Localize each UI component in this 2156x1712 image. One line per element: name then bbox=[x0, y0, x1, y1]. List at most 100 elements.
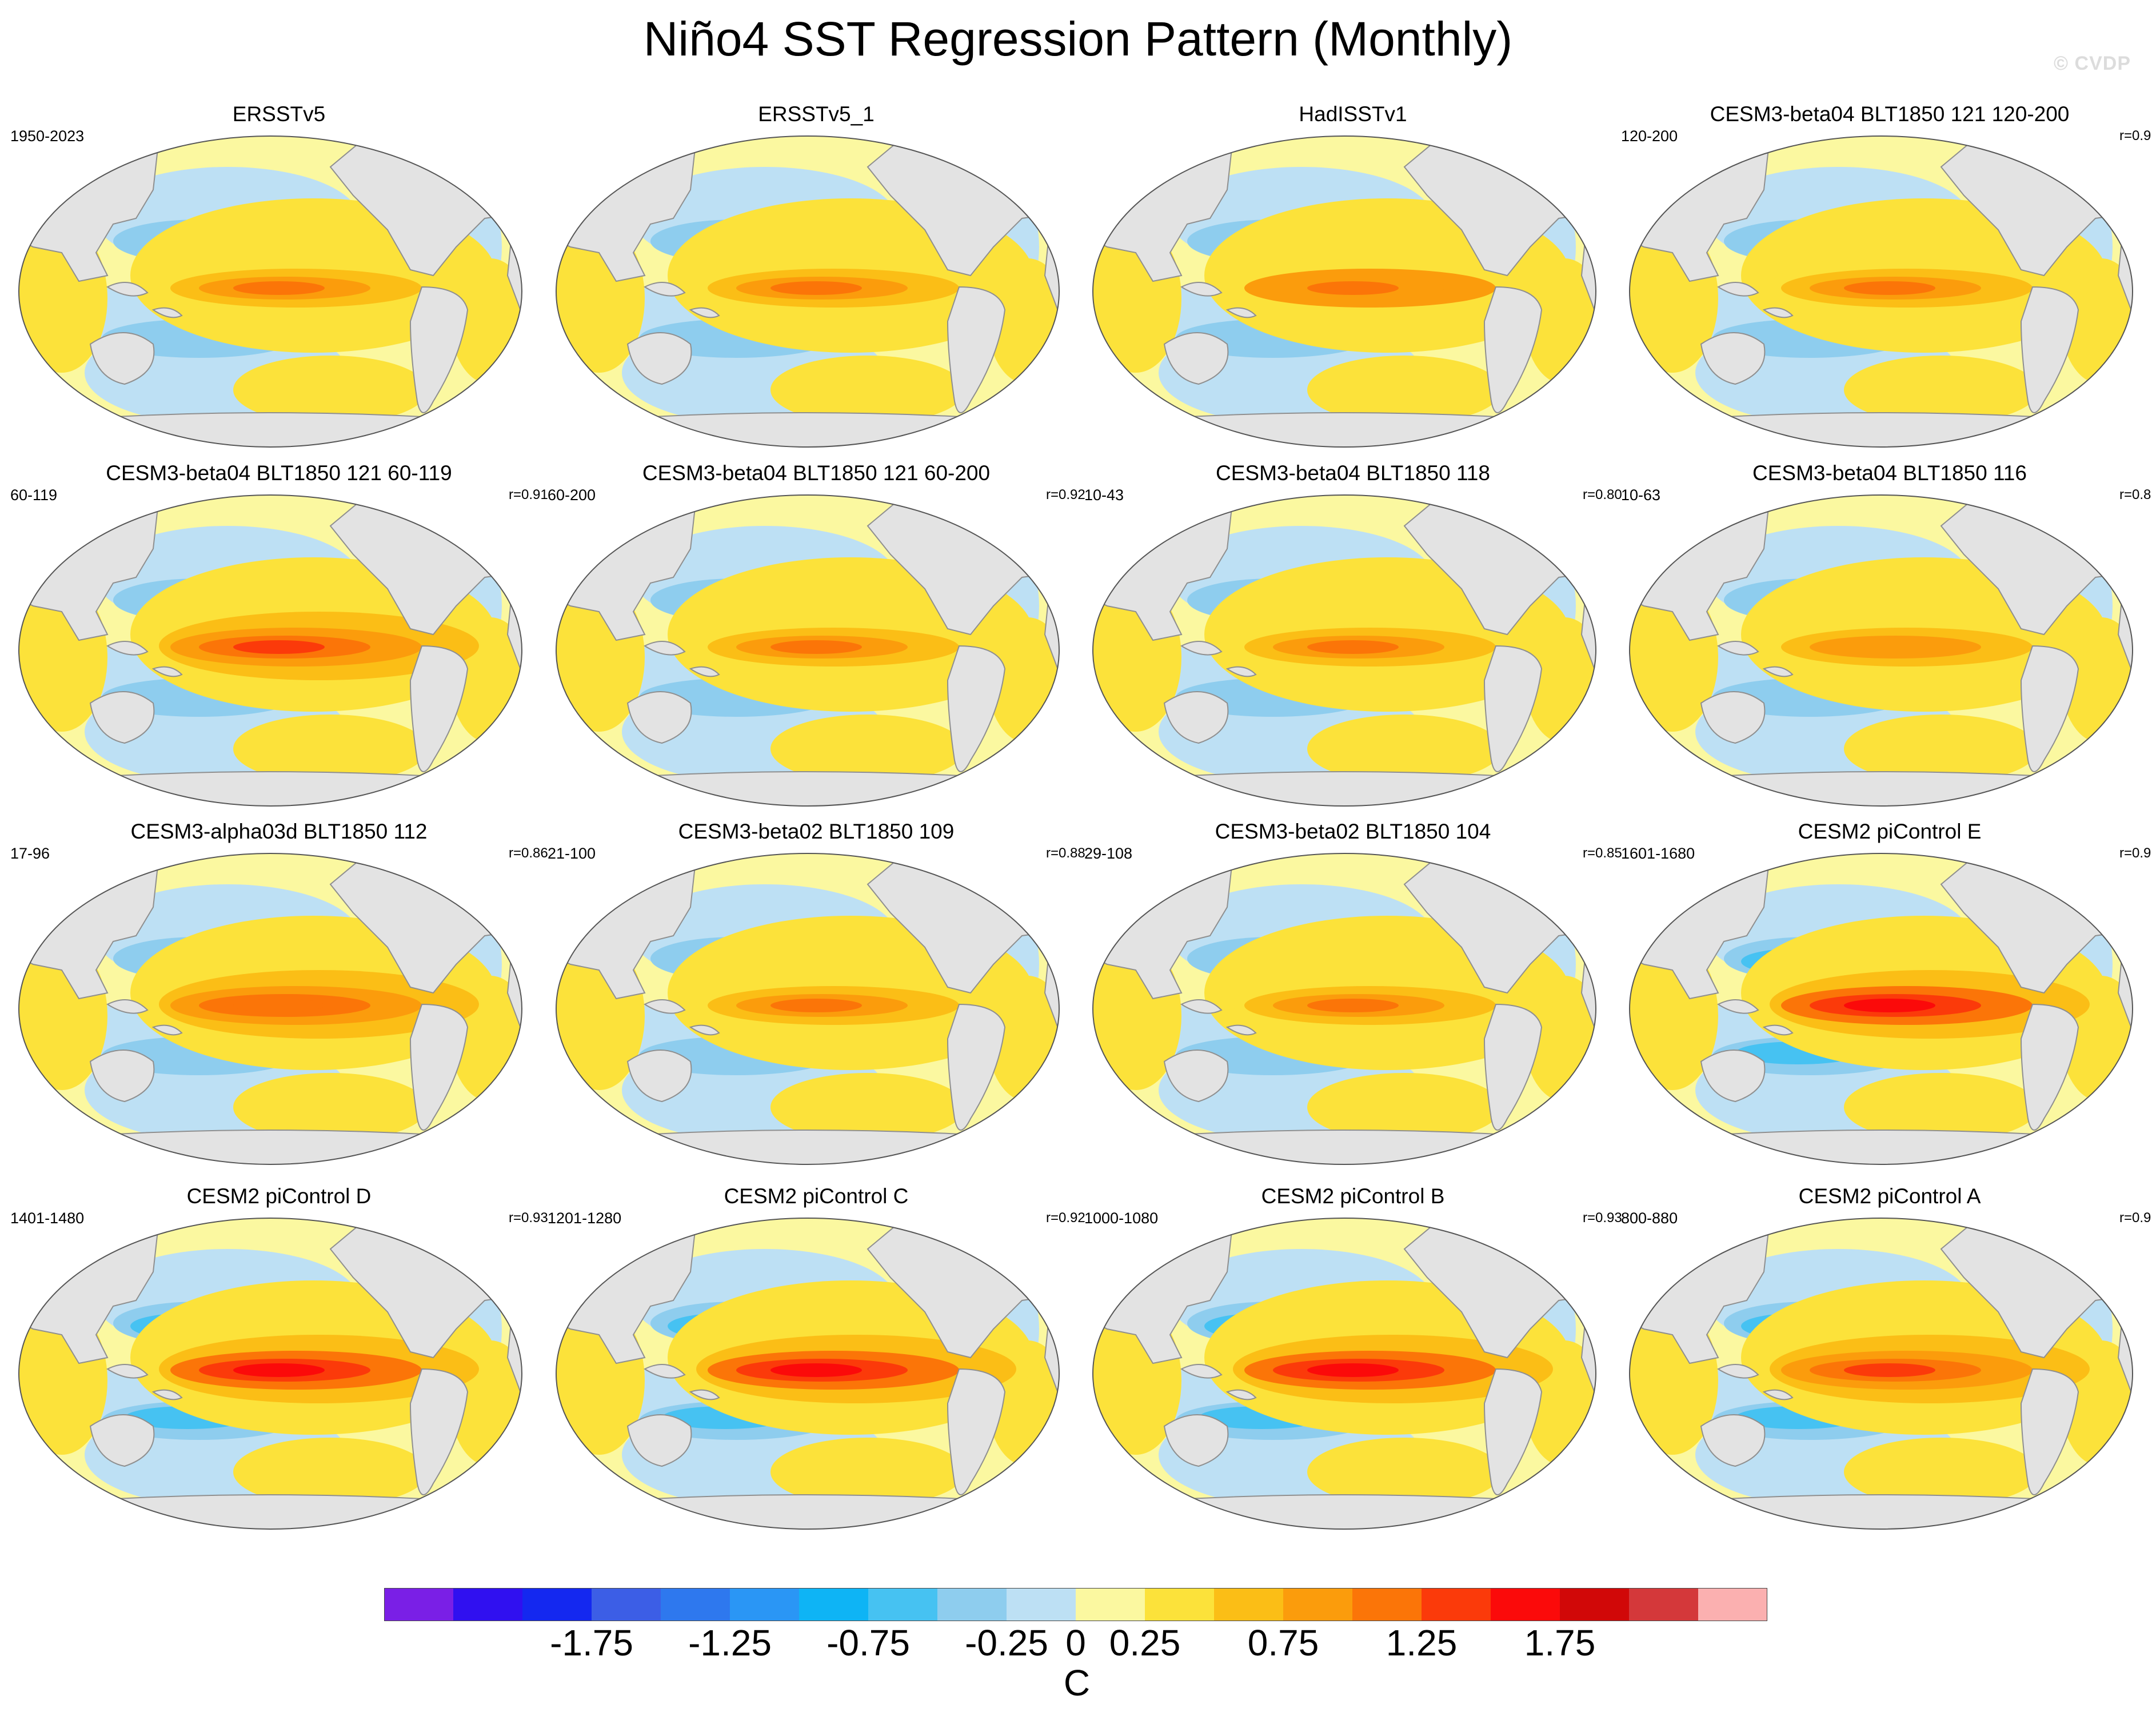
land-mass bbox=[19, 1130, 522, 1164]
map-panel: CESM2 piControl A 800-880 r=0.9 bbox=[1621, 1184, 2156, 1552]
map-panel: CESM3-beta04 BLT1850 121 60-119 60-119 r=0… bbox=[10, 461, 548, 829]
land-mass bbox=[1093, 1494, 1596, 1529]
sst-regression-map bbox=[1629, 853, 2133, 1165]
equatorial-tongue-peak bbox=[770, 281, 862, 295]
sst-regression-map bbox=[1629, 494, 2133, 807]
map-field bbox=[1630, 136, 2133, 447]
land-mass bbox=[1518, 136, 1583, 162]
land-mass bbox=[409, 1003, 469, 1131]
land-mass bbox=[689, 666, 720, 677]
land-mass bbox=[89, 691, 155, 744]
panel-pattern-correlation: r=0.93 bbox=[509, 1210, 548, 1226]
colorbar-bin bbox=[1214, 1588, 1284, 1621]
map-panel: HadISSTv1 bbox=[1084, 102, 1622, 470]
map-border bbox=[1092, 135, 1596, 448]
colorbar-bin bbox=[1491, 1588, 1560, 1621]
land-mass bbox=[689, 307, 720, 318]
panel-title: CESM3-beta04 BLT1850 121 120-200 bbox=[1710, 102, 2070, 126]
land-mass bbox=[643, 1364, 686, 1379]
colorbar-bin bbox=[868, 1588, 938, 1621]
map-panel: CESM3-beta04 BLT1850 121 60-200 60-200 r=0… bbox=[548, 461, 1085, 829]
panel-title: CESM2 piControl A bbox=[1798, 1184, 1981, 1208]
land-mass bbox=[1518, 1218, 1583, 1244]
colorbar-bin bbox=[799, 1588, 869, 1621]
panel-period: 21-100 bbox=[548, 845, 596, 862]
land-mass bbox=[1163, 1049, 1229, 1103]
land-mass bbox=[981, 495, 1046, 521]
colorbar-outline bbox=[384, 1588, 1767, 1621]
sst-regression-map bbox=[556, 853, 1060, 1165]
land-mass bbox=[151, 666, 183, 677]
map-panel: CESM3-beta04 BLT1850 121 120-200 120-200 r… bbox=[1621, 102, 2156, 470]
panel-title: CESM3-beta04 BLT1850 118 bbox=[1216, 461, 1490, 485]
map-panel: CESM3-alpha03d BLT1850 112 17-96 r=0.86 bbox=[10, 820, 548, 1187]
warm-anomaly-south-pacific bbox=[1307, 1438, 1502, 1506]
land-mass bbox=[1163, 332, 1229, 385]
land-mass bbox=[1483, 645, 1543, 772]
map-border bbox=[1629, 1218, 2133, 1530]
land-mass bbox=[1180, 641, 1223, 656]
panel-title: CESM3-beta02 BLT1850 104 bbox=[1215, 820, 1491, 843]
map-border bbox=[556, 853, 1060, 1165]
land-mass bbox=[1700, 332, 1766, 385]
panel-pattern-correlation: r=0.92 bbox=[1046, 1210, 1085, 1226]
map-border bbox=[1629, 494, 2133, 807]
colorbar-tick-label: 0.75 bbox=[1247, 1622, 1319, 1663]
equatorial-tongue-peak bbox=[1307, 999, 1399, 1012]
land-mass bbox=[409, 286, 469, 413]
colorbar-bin bbox=[1145, 1588, 1215, 1621]
panel-pattern-correlation: r=0.92 bbox=[1046, 487, 1085, 502]
colorbar-tick-label: 1.25 bbox=[1386, 1622, 1458, 1663]
panel-title: CESM2 piControl C bbox=[724, 1184, 909, 1208]
land-mass bbox=[643, 999, 686, 1014]
panel-period: 10-63 bbox=[1621, 486, 1661, 504]
colorbar-bin bbox=[453, 1588, 523, 1621]
panel-title: CESM3-beta02 BLT1850 109 bbox=[678, 820, 955, 843]
colorbar-bin bbox=[384, 1588, 454, 1621]
colorbar-tick-label: 0.25 bbox=[1109, 1622, 1181, 1663]
equatorial-tongue-peak bbox=[1307, 640, 1399, 654]
panel-pattern-correlation: r=0.91 bbox=[509, 487, 548, 502]
warm-anomaly-south-pacific bbox=[1844, 715, 2038, 783]
sst-regression-map bbox=[18, 494, 522, 807]
panel-pattern-correlation: r=0.86 bbox=[509, 845, 548, 861]
map-panel: ERSSTv5_1 bbox=[548, 102, 1085, 470]
warm-anomaly-south-pacific bbox=[770, 1073, 965, 1142]
map-panel: ERSSTv5 1950-2023 bbox=[10, 102, 548, 470]
land-mass bbox=[1630, 412, 2133, 447]
land-mass bbox=[1630, 771, 2133, 806]
land-mass bbox=[556, 1130, 1059, 1164]
land-mass bbox=[1483, 1368, 1543, 1495]
land-mass bbox=[89, 1414, 155, 1467]
equatorial-tongue-peak bbox=[233, 281, 325, 295]
colorbar-bin bbox=[1076, 1588, 1145, 1621]
land-mass bbox=[1483, 286, 1543, 413]
sst-regression-map bbox=[1092, 135, 1596, 448]
figure-title: Niño4 SST Regression Pattern (Monthly) bbox=[643, 12, 1513, 66]
map-border bbox=[18, 135, 522, 448]
land-mass bbox=[1630, 1494, 2133, 1529]
land-mass bbox=[643, 641, 686, 656]
map-field bbox=[19, 495, 522, 806]
map-border bbox=[1092, 853, 1596, 1165]
land-mass bbox=[1225, 307, 1257, 318]
land-mass bbox=[689, 1024, 720, 1036]
map-field bbox=[1093, 495, 1596, 806]
sst-regression-map bbox=[1092, 1218, 1596, 1530]
land-mass bbox=[151, 1024, 183, 1036]
map-panel: CESM2 piControl B 1000-1080 r=0.93 bbox=[1084, 1184, 1622, 1552]
map-field bbox=[556, 1218, 1059, 1529]
land-mass bbox=[981, 136, 1046, 162]
map-field bbox=[1093, 853, 1596, 1164]
land-mass bbox=[556, 1494, 1059, 1529]
map-panel: CESM3-beta04 BLT1850 118 10-43 r=0.80 bbox=[1084, 461, 1622, 829]
sst-regression-map bbox=[556, 1218, 1060, 1530]
land-mass bbox=[2054, 1218, 2119, 1244]
colorbar-bin bbox=[1283, 1588, 1353, 1621]
panel-title: ERSSTv5_1 bbox=[758, 102, 875, 126]
land-mass bbox=[444, 1218, 509, 1244]
equatorial-tongue-peak bbox=[233, 1363, 325, 1377]
map-field bbox=[1630, 853, 2133, 1164]
land-mass bbox=[1180, 1364, 1223, 1379]
equatorial-tongue-peak bbox=[1844, 1363, 1935, 1377]
